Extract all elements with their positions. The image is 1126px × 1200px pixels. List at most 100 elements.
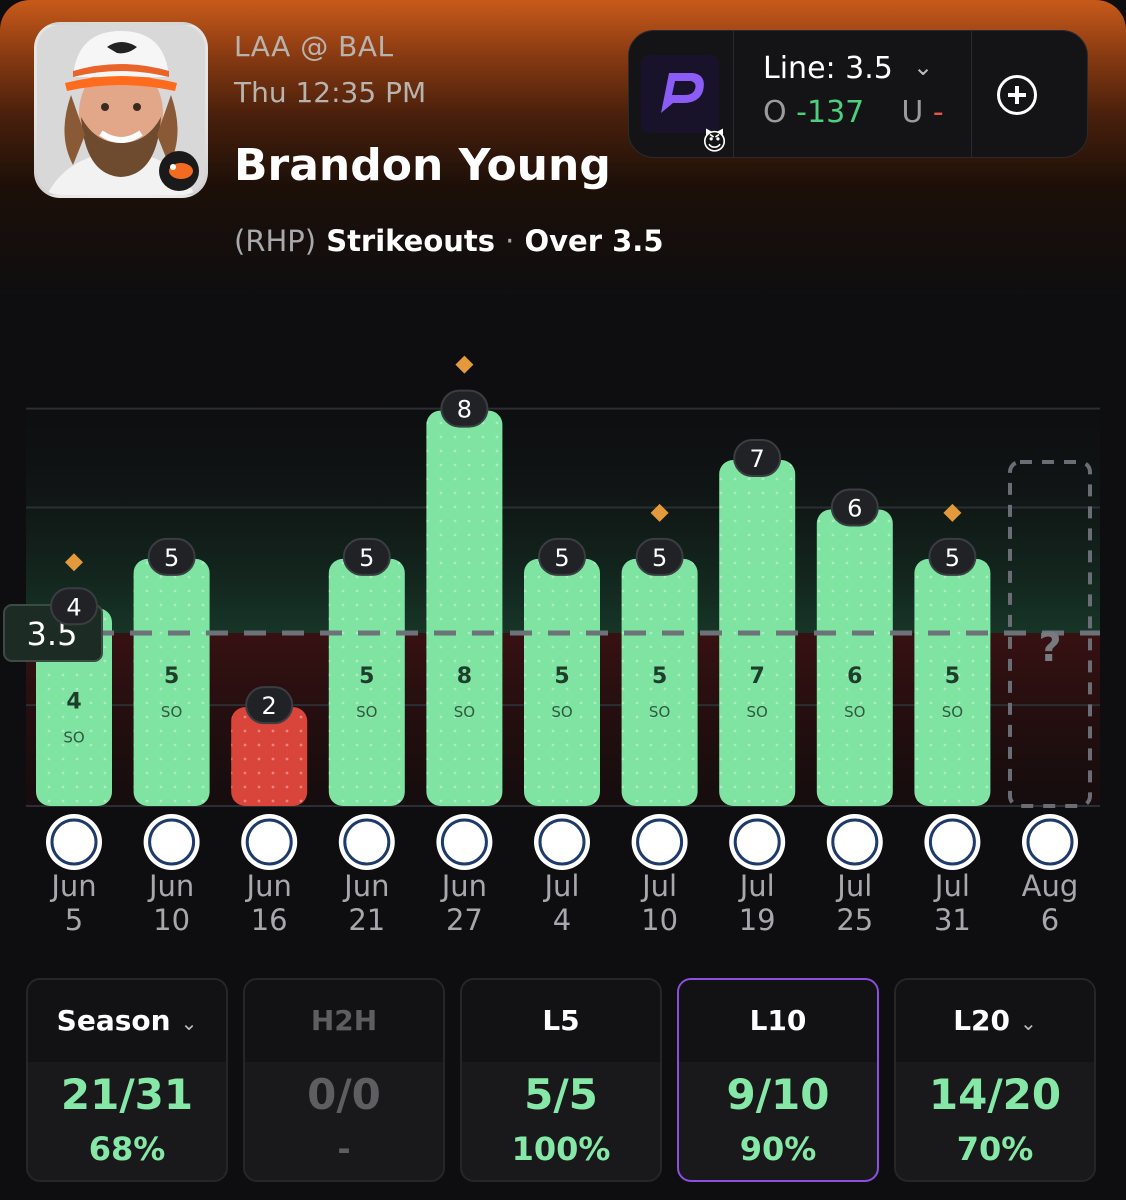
team-logo-icon: [241, 814, 298, 870]
bar-value-label: 8: [457, 396, 472, 424]
stat-card-percent: 100%: [511, 1130, 611, 1168]
x-tick-day: 16: [251, 903, 288, 937]
bar-texture: [133, 558, 210, 806]
bar-inner-value: 6: [847, 664, 862, 689]
stat-card-percent: 90%: [739, 1130, 817, 1168]
team-logo-ring: [636, 818, 684, 866]
stat-card-value: 21/31: [60, 1070, 194, 1119]
value-bubble: [830, 488, 879, 527]
divider: [971, 31, 972, 157]
team-logo-ring: [148, 818, 196, 866]
bar-value-label: 5: [164, 544, 179, 572]
x-tick-month: Jun: [440, 869, 487, 903]
bar-value-label: 7: [750, 445, 765, 473]
stat-card-percent: 70%: [956, 1130, 1034, 1168]
market-line: (RHP) Strikeouts · Over 3.5: [234, 224, 664, 258]
stat-card-h2h[interactable]: H2H 0/0 -: [243, 978, 445, 1182]
bar-unit-label: SO: [747, 703, 768, 721]
over-prefix: O: [763, 95, 787, 130]
x-tick-month: Jul: [738, 869, 775, 903]
stat-card-title: L5: [462, 980, 660, 1062]
x-tick-day: 5: [65, 903, 83, 937]
bar-texture: [621, 558, 698, 806]
value-bubble: [928, 537, 977, 576]
market-name: Strikeouts: [326, 224, 496, 258]
team-logo-icon: [46, 814, 102, 870]
stat-card-l10[interactable]: L10 9/10 90%: [677, 978, 879, 1182]
player-name: Brandon Young: [234, 140, 611, 191]
sportsbook-logo-icon[interactable]: [641, 55, 719, 133]
game-time: Thu 12:35 PM: [234, 76, 427, 109]
bar-unit-label: SO: [63, 728, 84, 746]
stat-card-title: H2H: [245, 980, 443, 1062]
x-tick-day: 21: [348, 903, 385, 937]
value-bubble: [733, 439, 782, 478]
x-tick-day: 25: [836, 903, 873, 937]
bar-value-label: 5: [652, 544, 667, 572]
bar-inner-value: 8: [457, 664, 472, 689]
chevron-down-icon[interactable]: ⌄: [180, 1011, 198, 1035]
value-bubble: [538, 537, 586, 576]
bar-value-label: 5: [945, 544, 960, 572]
x-tick-day: 19: [739, 903, 776, 937]
upcoming-bar: [1008, 460, 1092, 808]
upcoming-label: ?: [1038, 625, 1061, 671]
line-value[interactable]: Line: 3.5: [763, 51, 893, 86]
stat-card-percent: -: [337, 1130, 351, 1168]
team-logo-icon: [143, 814, 200, 870]
x-tick-day: 6: [1041, 903, 1059, 937]
bar-unit-label: SO: [942, 703, 963, 721]
diamond-marker-icon: [650, 503, 669, 522]
team-logo-ring: [343, 818, 391, 866]
team-logo-ring: [50, 818, 98, 866]
value-bubble: [245, 686, 294, 725]
team-logo-ring: [733, 818, 781, 866]
value-bubble: [440, 389, 489, 428]
team-logo-icon: [631, 814, 688, 870]
x-tick-day: 27: [446, 903, 483, 937]
add-circle-icon[interactable]: [997, 75, 1037, 115]
chart-svg: 3.5 44SOJun555SOJun102Jun1655SOJun2188SO…: [3, 355, 1100, 937]
stat-card-l20[interactable]: L20 ⌄ 14/20 70%: [894, 978, 1096, 1182]
chevron-down-icon[interactable]: ⌄: [913, 53, 934, 81]
stat-card-title: Season ⌄: [28, 980, 226, 1062]
x-tick-day: 10: [153, 903, 190, 937]
bar-inner-value: 5: [945, 664, 960, 689]
stat-card-l5[interactable]: L5 5/5 100%: [460, 978, 662, 1182]
bar-value-label: 5: [554, 544, 569, 572]
under-odds: -: [932, 95, 944, 130]
stat-card-value: 0/0: [307, 1070, 381, 1119]
bar-value-label: 5: [359, 544, 374, 572]
bar-inner-value: 5: [164, 664, 179, 689]
bar-unit-label: SO: [454, 703, 475, 721]
bar-unit-label: SO: [356, 703, 377, 721]
stat-card-season[interactable]: Season ⌄ 21/31 68%: [26, 978, 228, 1182]
stat-card-percent: 68%: [88, 1130, 166, 1168]
bar-texture: [524, 558, 600, 806]
team-logo-ring: [440, 818, 488, 866]
x-tick-day: 31: [934, 903, 971, 937]
diamond-marker-icon: [65, 553, 83, 572]
bar-value-label: 2: [262, 692, 277, 720]
bar-inner-value: 4: [66, 689, 81, 714]
x-tick-month: Aug: [1022, 869, 1079, 903]
team-logo-icon: [826, 814, 883, 870]
bar-unit-label: SO: [161, 703, 182, 721]
hit-rate-cards: Season ⌄ 21/31 68% H2H 0/0 - L5 5/5 100% L10 9/10 90…: [26, 978, 1102, 1184]
strikeout-bar-chart: 3.5 4 4 SO Jun 5 5 5 SO Jun 10 2 Jun 16 5 5 SO Jun 21 8 8 SO…: [0, 290, 1126, 950]
player-avatar: [34, 22, 208, 198]
devil-emoji-icon: 😈: [702, 128, 728, 156]
stat-card-title: L10: [679, 980, 877, 1062]
x-tick-month: Jun: [147, 869, 194, 903]
separator-dot: ·: [505, 224, 515, 258]
odds-readout: O -137 U -: [763, 95, 944, 130]
bar-texture: [231, 707, 308, 806]
under-prefix: U: [901, 95, 924, 130]
team-logo-ring: [831, 818, 879, 866]
stat-card-title: L20 ⌄: [896, 980, 1094, 1062]
bar-texture: [426, 410, 503, 806]
divider: [733, 31, 734, 157]
bar-texture: [328, 558, 405, 806]
chevron-down-icon[interactable]: ⌄: [1020, 1011, 1037, 1035]
